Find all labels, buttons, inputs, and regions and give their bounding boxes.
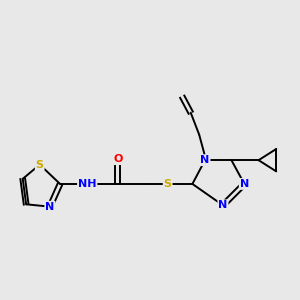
- Text: N: N: [218, 200, 228, 210]
- Text: N: N: [45, 202, 55, 212]
- Text: NH: NH: [78, 179, 97, 189]
- Text: O: O: [113, 154, 122, 164]
- Text: S: S: [164, 179, 172, 189]
- Text: N: N: [200, 155, 210, 165]
- Text: S: S: [36, 160, 44, 170]
- Text: N: N: [240, 179, 249, 189]
